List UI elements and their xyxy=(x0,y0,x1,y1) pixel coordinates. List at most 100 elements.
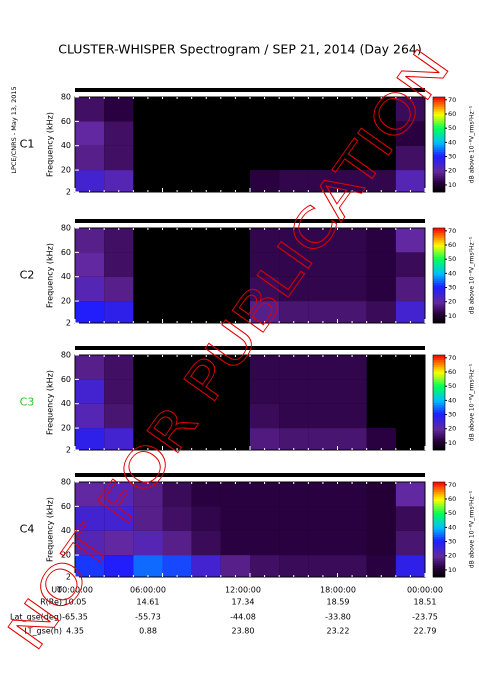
y-tick-label: 60 xyxy=(61,117,71,126)
y-tick-label: 60 xyxy=(61,502,71,511)
colorbar-swatch xyxy=(433,277,445,281)
colorbar-swatch xyxy=(433,531,445,535)
colorbar-swatch xyxy=(433,158,445,162)
cell xyxy=(75,428,105,450)
colorbar-swatch xyxy=(433,130,445,134)
colorbar-swatch xyxy=(433,175,445,179)
colorbar-swatch xyxy=(433,558,445,561)
cell xyxy=(75,252,105,277)
cell xyxy=(337,403,367,429)
colorbar-swatch xyxy=(433,572,445,576)
colorbar-swatch xyxy=(433,357,445,361)
colorbar-swatch xyxy=(433,270,445,274)
y-tick-label: 2 xyxy=(66,319,71,328)
cell xyxy=(220,506,250,531)
cell xyxy=(250,355,280,380)
y-tick-label: 20 xyxy=(61,424,71,433)
cell xyxy=(395,252,425,277)
colorbar-swatch xyxy=(433,299,445,303)
y-tick-label: 20 xyxy=(61,297,71,306)
colorbar-swatch xyxy=(433,539,445,542)
colorbar-swatch xyxy=(433,101,445,105)
cell xyxy=(250,530,280,556)
cell xyxy=(395,506,425,531)
cell xyxy=(191,482,221,507)
cell xyxy=(366,428,396,450)
cell xyxy=(104,121,134,146)
y-tick-label: 20 xyxy=(61,551,71,560)
colorbar-swatch xyxy=(433,369,445,373)
colorbar-tick-label: 70 xyxy=(448,481,456,489)
colorbar-swatch xyxy=(433,315,445,319)
colorbar-tick-label: 60 xyxy=(448,368,456,376)
colorbar-tick-label: 50 xyxy=(448,382,456,390)
cell xyxy=(279,530,309,556)
colorbar-swatch xyxy=(433,395,445,399)
colorbar-tick-label: 40 xyxy=(448,138,456,146)
colorbar-swatch xyxy=(433,237,445,241)
cell xyxy=(104,355,134,380)
colorbar-swatch xyxy=(433,493,445,497)
colorbar-label: dB above 10⁻⁸V_rms²Hz⁻¹ xyxy=(469,105,476,183)
cell xyxy=(75,506,105,531)
ephemeris-value: 14.61 xyxy=(137,598,160,607)
cell xyxy=(104,379,134,404)
y-tick-label: 2 xyxy=(66,573,71,582)
panel-label: C3 xyxy=(20,396,35,409)
colorbar-swatch xyxy=(433,99,445,103)
colorbar-swatch xyxy=(433,498,445,502)
ephemeris-label: R(Re) xyxy=(40,598,62,607)
cell xyxy=(250,228,280,253)
cell xyxy=(395,301,425,323)
cell xyxy=(104,506,134,531)
colorbar-swatch xyxy=(433,132,445,136)
colorbar-swatch xyxy=(433,244,445,248)
y-axis-label: Frequency (kHz) xyxy=(46,497,55,562)
colorbar-swatch xyxy=(433,496,445,500)
cell xyxy=(308,506,338,531)
cell xyxy=(220,482,250,507)
panel-label: C4 xyxy=(20,523,35,536)
colorbar-swatch xyxy=(433,144,445,148)
cell xyxy=(308,228,338,253)
ephemeris-value: 23.80 xyxy=(232,627,255,636)
colorbar-swatch xyxy=(433,320,445,324)
colorbar-swatch xyxy=(433,118,445,122)
cell xyxy=(279,252,309,277)
cell xyxy=(162,482,192,507)
colorbar-swatch xyxy=(433,177,445,181)
cell xyxy=(337,379,367,404)
cell xyxy=(366,252,396,277)
cell xyxy=(250,252,280,277)
colorbar-swatch xyxy=(433,280,445,284)
cell xyxy=(308,379,338,404)
cell xyxy=(104,252,134,277)
cell xyxy=(162,530,192,556)
colorbar-swatch xyxy=(433,168,445,172)
cell xyxy=(75,403,105,429)
colorbar-tick-label: 10 xyxy=(448,439,456,447)
y-axis-label: Frequency (kHz) xyxy=(46,370,55,435)
ephemeris-value: 17.34 xyxy=(232,598,255,607)
colorbar-swatch xyxy=(433,512,445,516)
colorbar-swatch xyxy=(433,402,445,406)
colorbar-swatch xyxy=(433,534,445,538)
colorbar-tick-label: 50 xyxy=(448,509,456,517)
colorbar-tick-label: 50 xyxy=(448,255,456,263)
cell xyxy=(366,301,396,323)
ephemeris-value: 0.88 xyxy=(139,627,157,636)
colorbar-swatch xyxy=(433,263,445,267)
colorbar-swatch xyxy=(433,447,445,451)
y-axis-label: Frequency (kHz) xyxy=(46,112,55,177)
colorbar-tick-label: 10 xyxy=(448,566,456,574)
cell xyxy=(279,482,309,507)
cell xyxy=(308,276,338,302)
colorbar-swatch xyxy=(433,254,445,257)
cell xyxy=(395,121,425,146)
cell xyxy=(250,428,280,450)
colorbar-tick-label: 40 xyxy=(448,523,456,531)
cell xyxy=(104,482,134,507)
cell xyxy=(250,482,280,507)
colorbar-tick-label: 30 xyxy=(448,153,456,161)
